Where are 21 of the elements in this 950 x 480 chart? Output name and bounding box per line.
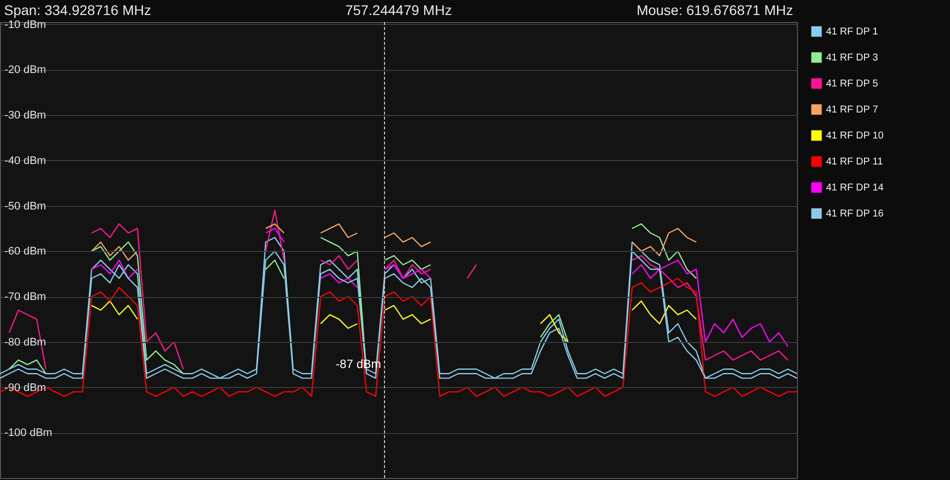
legend-label: 41 RF DP 1 [826,26,878,38]
y-tick-label: -30 dBm [4,110,46,122]
text: Span: 334.928716 MHz [4,2,152,18]
legend-label: 41 RF DP 7 [826,104,878,116]
legend-label: 41 RF DP 5 [826,78,878,90]
legend-label: 41 RF DP 14 [826,182,884,194]
y-tick-label: -10 dBm [4,18,46,31]
text: Mouse: 619.676871 MHz [636,2,793,18]
legend-label: 41 RF DP 3 [826,52,878,64]
y-tick-label: -60 dBm [4,246,46,258]
legend-label: 41 RF DP 16 [826,208,884,220]
y-tick-label: -100 dBm [4,427,52,440]
legend-label: 41 RF DP 10 [826,130,884,142]
legend-label: 41 RF DP 11 [826,156,884,168]
y-tick-label: -40 dBm [4,154,46,167]
chart-title: 757.244479 MHz [345,2,452,18]
y-tick-label: -50 dBm [4,200,46,212]
line-series [0,278,797,397]
y-tick-label: -20 dBm [4,64,46,76]
y-tick-label: -80 dBm [4,336,46,348]
y-tick-label: -70 dBm [4,291,46,304]
